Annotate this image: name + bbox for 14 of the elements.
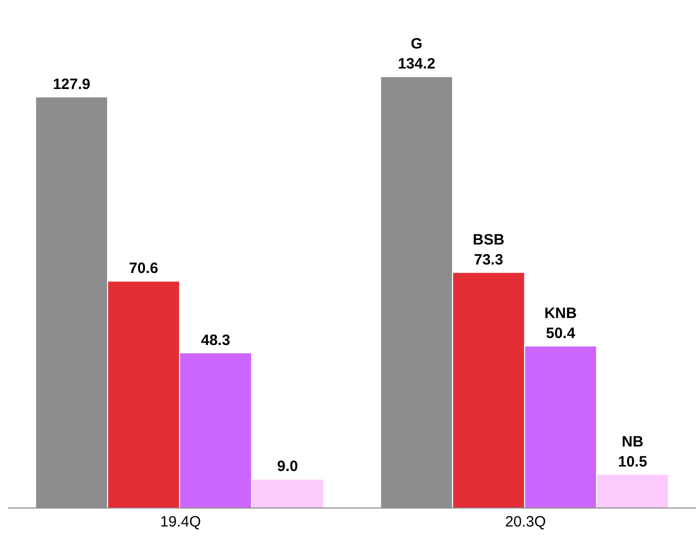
series-label: G bbox=[410, 36, 422, 53]
data-label: 48.3 bbox=[201, 332, 230, 349]
data-label: 134.2 bbox=[398, 56, 436, 73]
series-label: NB bbox=[622, 433, 644, 450]
data-label: 50.4 bbox=[546, 325, 576, 342]
x-tick-label: 20.3Q bbox=[505, 514, 546, 531]
data-label: 70.6 bbox=[129, 260, 158, 278]
data-label: 10.5 bbox=[618, 453, 648, 470]
data-label: 9.0 bbox=[277, 458, 298, 476]
series-label: KNB bbox=[544, 305, 578, 322]
series-label: BSB bbox=[472, 231, 505, 248]
x-tick-label: 19.4Q bbox=[160, 514, 201, 531]
data-label: 73.3 bbox=[474, 251, 504, 268]
data-label: 127.9 bbox=[52, 76, 90, 93]
